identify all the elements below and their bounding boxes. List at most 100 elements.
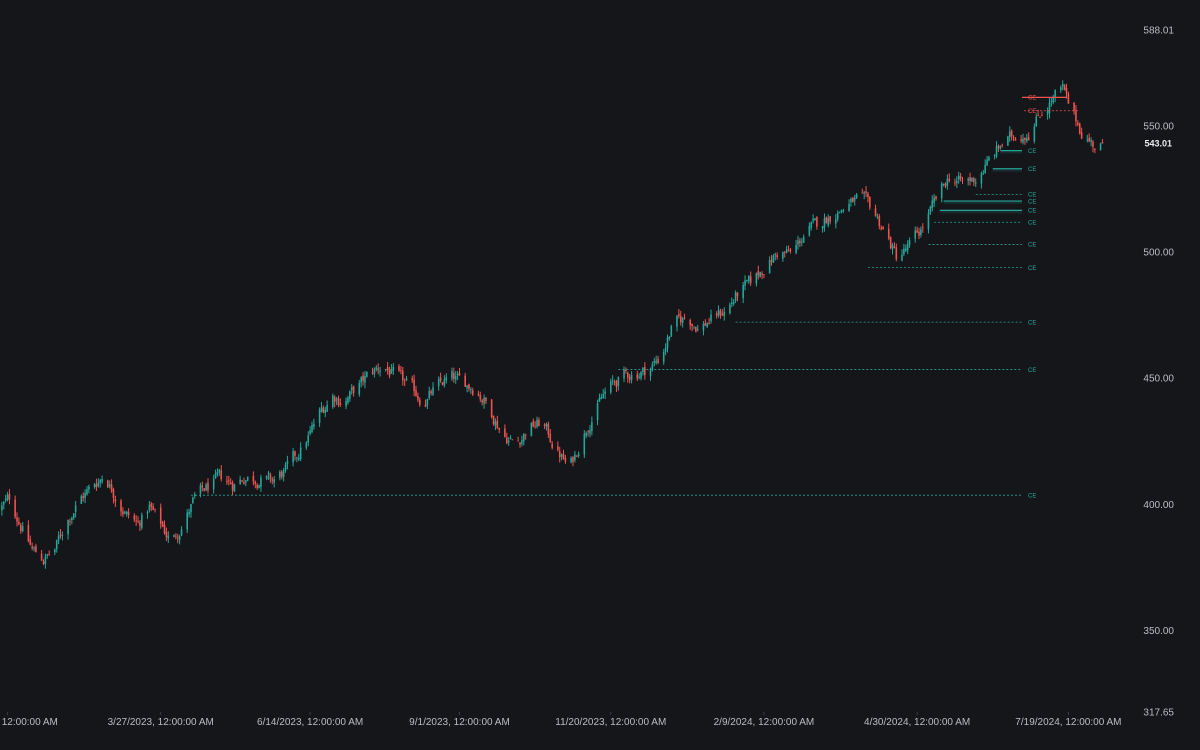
candle-body [583, 433, 586, 455]
candle-body [125, 511, 128, 515]
candle-body [757, 270, 760, 276]
candle-body [524, 434, 527, 436]
candle-body [159, 507, 162, 524]
candle-body [1067, 93, 1070, 104]
candle-body [708, 323, 710, 324]
ce-level-label: CE [1028, 493, 1036, 499]
candle-body [292, 451, 294, 463]
candle-body [921, 227, 924, 229]
candle-body [432, 387, 434, 395]
candle-body [479, 395, 482, 400]
candle-body [74, 505, 77, 512]
candle-body [163, 524, 166, 534]
candle-body [313, 424, 315, 427]
candle-body [35, 546, 37, 553]
x-axis-tick-label: 11/20/2023, 12:00:00 AM [555, 717, 666, 728]
candle-body [589, 430, 591, 434]
candle-body [1094, 148, 1096, 150]
candle-body [152, 506, 154, 510]
candle-body [69, 520, 71, 522]
candle-body [545, 424, 548, 427]
candle-body [366, 372, 368, 377]
candle-body [821, 226, 824, 229]
candle-body [320, 407, 323, 412]
candle-body [522, 433, 525, 442]
candle-body [761, 273, 763, 275]
candle-body [736, 292, 739, 297]
candle-body [428, 390, 431, 399]
candle-body [980, 173, 983, 184]
candle-body [392, 366, 395, 371]
candle-body [1022, 138, 1024, 143]
candle-body [532, 421, 535, 427]
candle-body [653, 361, 656, 364]
candle-body [470, 389, 472, 391]
candle-body [956, 180, 958, 184]
candle-body [662, 351, 665, 362]
candle-body [46, 554, 49, 556]
candle-body [218, 469, 221, 473]
candle-body [946, 178, 949, 186]
candle-body [246, 476, 249, 481]
candle-body [265, 475, 268, 479]
candle-body [1101, 141, 1104, 144]
candle-body [611, 380, 614, 382]
candle-body [358, 383, 361, 395]
candle-body [1092, 141, 1094, 147]
candle-body [789, 249, 792, 252]
candle-body [305, 442, 308, 448]
candle-body [280, 471, 283, 477]
candle-body [706, 323, 709, 327]
candle-body [935, 196, 937, 200]
candle-body [746, 280, 748, 281]
candle-body [273, 479, 275, 483]
candle-body [723, 311, 726, 316]
candle-body [908, 240, 911, 245]
candle-body [48, 554, 50, 555]
candle-body [373, 368, 376, 375]
candle-body [468, 384, 470, 389]
candle-body [16, 517, 18, 522]
candle-body [961, 179, 964, 181]
candle-body [759, 272, 761, 278]
candle-body [519, 442, 521, 445]
candle-body [591, 422, 593, 432]
candle-body [233, 484, 236, 492]
candle-body [494, 421, 497, 426]
x-axis-tick-label: 3/27/2023, 12:00:00 AM [108, 717, 214, 728]
candle-body [812, 218, 814, 222]
candle-body [729, 304, 731, 314]
candle-body [471, 390, 474, 395]
candle-body [1010, 130, 1013, 137]
candle-body [732, 301, 735, 304]
candle-body [388, 369, 391, 376]
candle-body [82, 495, 85, 498]
candle-body [54, 549, 56, 553]
candle-body [333, 396, 336, 402]
candle-body [763, 274, 765, 276]
candle-body [1039, 116, 1041, 118]
candle-body [574, 454, 576, 461]
candle-body [969, 177, 971, 182]
candle-body [1041, 115, 1043, 117]
ce-level-label: CE [1028, 220, 1036, 226]
candle-body [364, 376, 366, 383]
candle-body [21, 526, 24, 532]
candle-body [993, 155, 996, 157]
candle-body [451, 371, 453, 379]
candle-body [521, 440, 523, 444]
candle-body [71, 517, 73, 520]
candle-body [613, 381, 616, 383]
candle-body [456, 373, 459, 376]
candle-body [110, 484, 113, 492]
candle-body [1060, 87, 1062, 91]
candle-body [882, 227, 884, 229]
candle-body [443, 379, 446, 386]
candle-body [165, 531, 168, 538]
candle-body [193, 494, 196, 497]
candle-body [6, 495, 9, 501]
candle-body [284, 464, 287, 471]
candle-body [704, 322, 707, 326]
candle-body [307, 435, 310, 443]
